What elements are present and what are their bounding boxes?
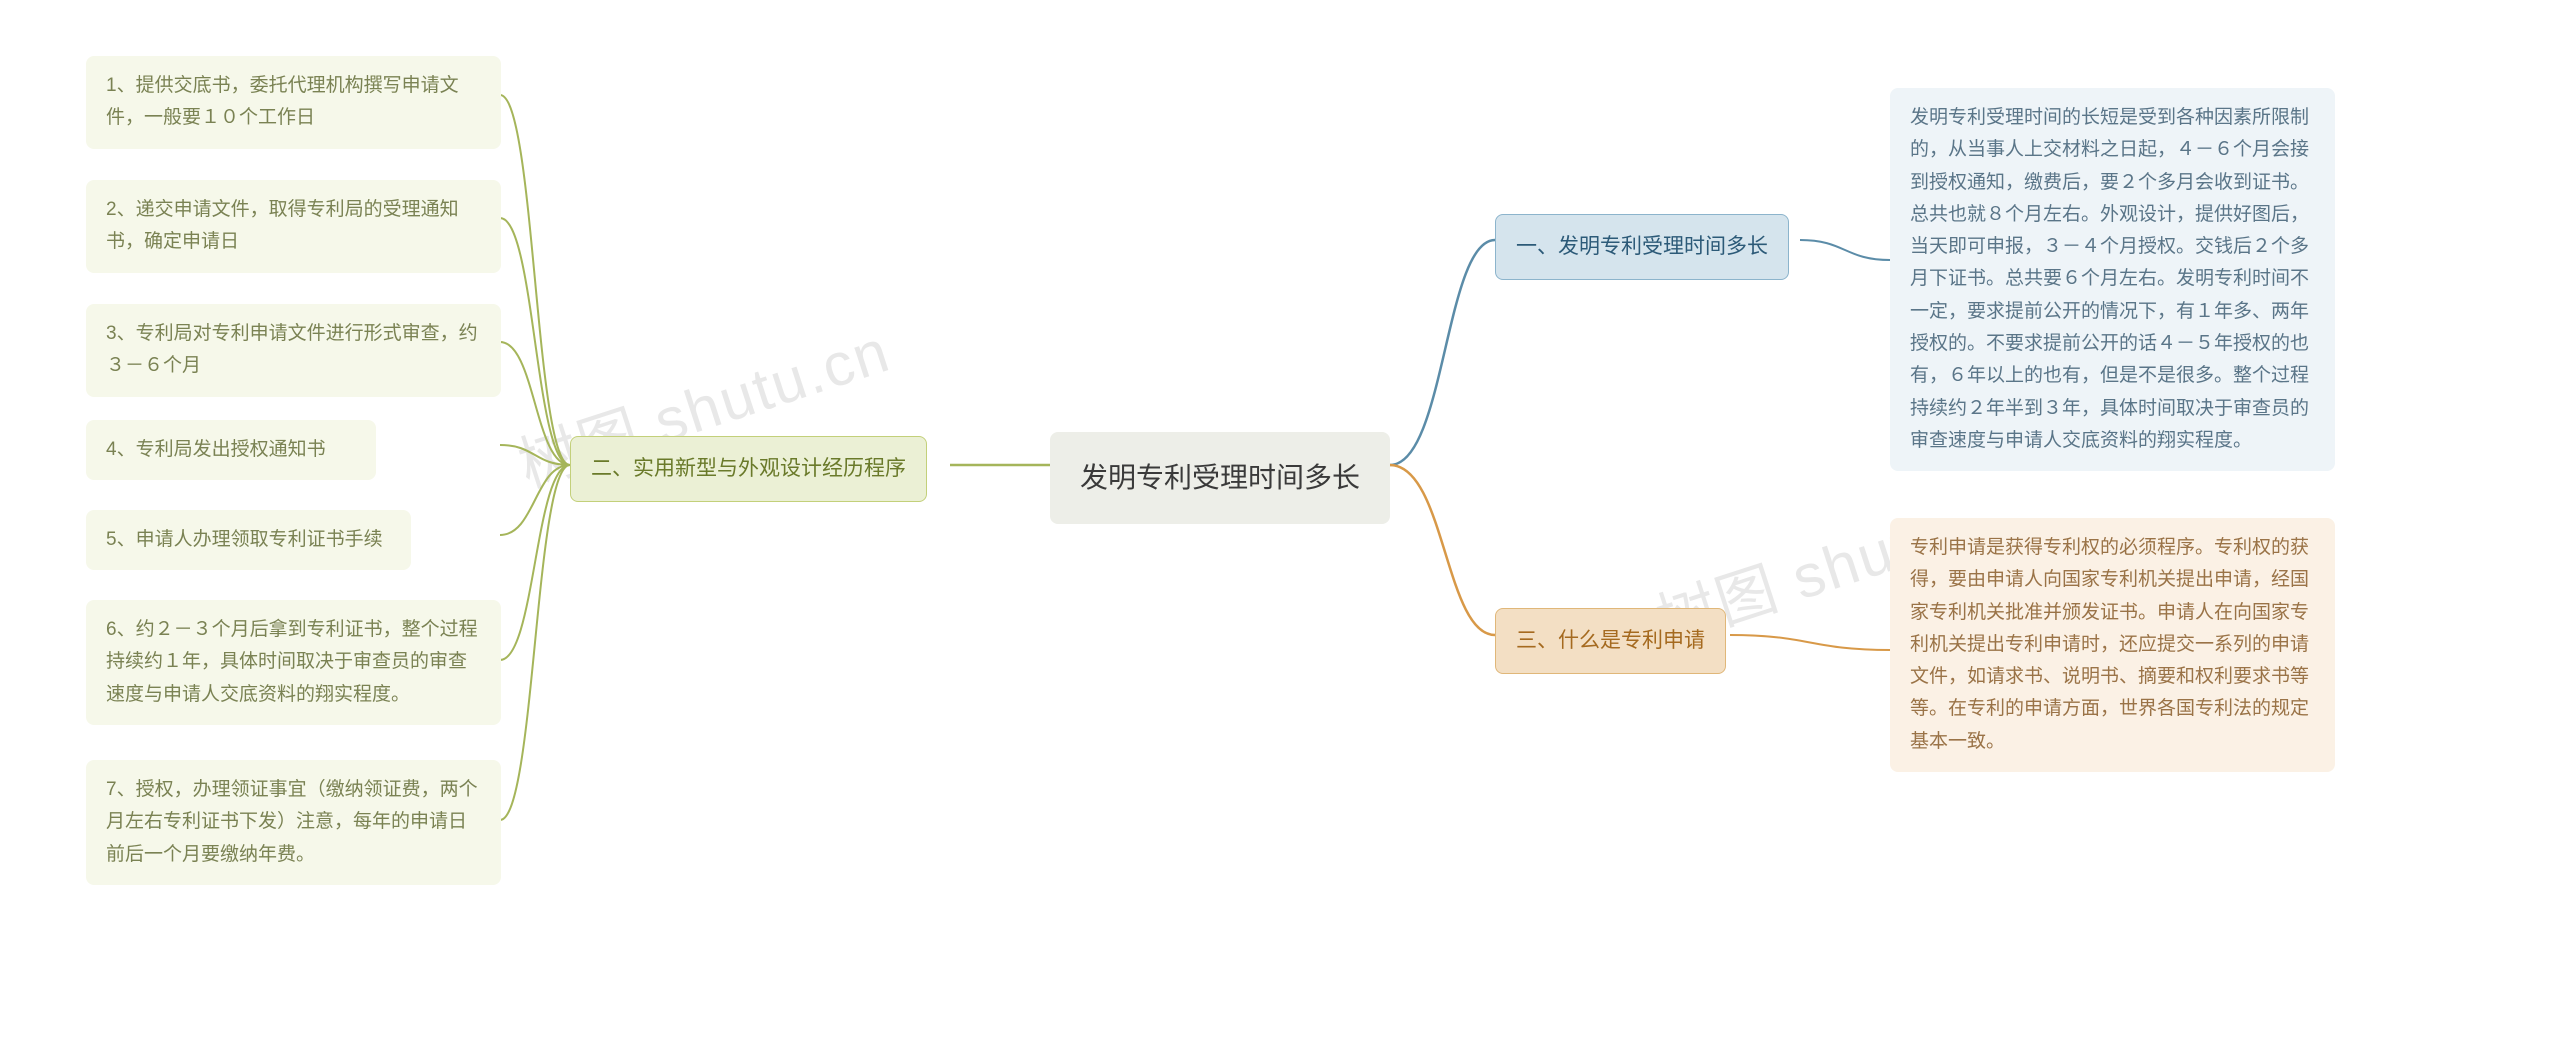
branch-3-node: 三、什么是专利申请 (1495, 608, 1726, 674)
branch-2-item-6-text: 6、约２－３个月后拿到专利证书，整个过程持续约１年，具体时间取决于审查员的审查速… (106, 619, 478, 705)
branch-2-item-5: 5、申请人办理领取专利证书手续 (86, 510, 411, 570)
branch-2-item-7-text: 7、授权，办理领证事宜（缴纳领证费，两个月左右专利证书下发）注意，每年的申请日前… (106, 779, 478, 865)
branch-1-node: 一、发明专利受理时间多长 (1495, 214, 1789, 280)
branch-3-detail: 专利申请是获得专利权的必须程序。专利权的获得，要由申请人向国家专利机关提出申请，… (1890, 518, 2335, 772)
branch-2-item-2-text: 2、递交申请文件，取得专利局的受理通知书，确定申请日 (106, 199, 459, 252)
branch-2-item-4-text: 4、专利局发出授权通知书 (106, 439, 326, 460)
branch-2-item-3: 3、专利局对专利申请文件进行形式审查，约３－６个月 (86, 304, 501, 397)
branch-2-item-7: 7、授权，办理领证事宜（缴纳领证费，两个月左右专利证书下发）注意，每年的申请日前… (86, 760, 501, 885)
branch-2-node: 二、实用新型与外观设计经历程序 (570, 436, 927, 502)
branch-3-label: 三、什么是专利申请 (1516, 629, 1705, 652)
branch-2-item-6: 6、约２－３个月后拿到专利证书，整个过程持续约１年，具体时间取决于审查员的审查速… (86, 600, 501, 725)
branch-2-item-5-text: 5、申请人办理领取专利证书手续 (106, 529, 383, 550)
branch-2-item-1: 1、提供交底书，委托代理机构撰写申请文件，一般要１０个工作日 (86, 56, 501, 149)
branch-1-label: 一、发明专利受理时间多长 (1516, 235, 1768, 258)
root-label: 发明专利受理时间多长 (1080, 462, 1360, 493)
branch-1-detail: 发明专利受理时间的长短是受到各种因素所限制的，从当事人上交材料之日起，４－６个月… (1890, 88, 2335, 471)
branch-2-item-3-text: 3、专利局对专利申请文件进行形式审查，约３－６个月 (106, 323, 478, 376)
root-node: 发明专利受理时间多长 (1050, 432, 1390, 524)
branch-2-label: 二、实用新型与外观设计经历程序 (591, 457, 906, 480)
branch-2-item-1-text: 1、提供交底书，委托代理机构撰写申请文件，一般要１０个工作日 (106, 75, 459, 128)
branch-2-item-2: 2、递交申请文件，取得专利局的受理通知书，确定申请日 (86, 180, 501, 273)
branch-1-detail-text: 发明专利受理时间的长短是受到各种因素所限制的，从当事人上交材料之日起，４－６个月… (1910, 107, 2309, 451)
branch-2-item-4: 4、专利局发出授权通知书 (86, 420, 376, 480)
branch-3-detail-text: 专利申请是获得专利权的必须程序。专利权的获得，要由申请人向国家专利机关提出申请，… (1910, 537, 2309, 752)
